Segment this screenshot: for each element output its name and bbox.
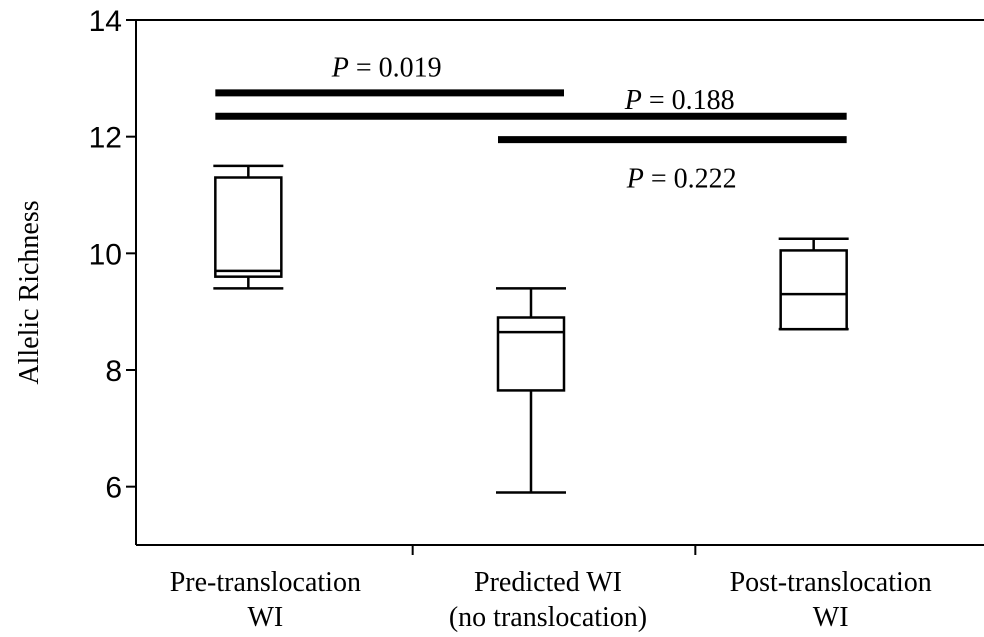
box-1 xyxy=(213,164,284,290)
p-value: = 0.188 xyxy=(642,85,735,116)
p-symbol: P xyxy=(626,164,644,195)
boxes xyxy=(213,164,849,494)
x-category-label: (no translocation) xyxy=(449,602,647,633)
p-value-label: P = 0.019 xyxy=(331,53,442,84)
y-tick-label: 8 xyxy=(105,355,122,388)
iqr-box xyxy=(779,249,848,331)
y-tick-label: 6 xyxy=(105,472,122,505)
p-value-label: P = 0.188 xyxy=(624,85,735,116)
p-symbol: P xyxy=(331,53,349,84)
p-symbol: P xyxy=(624,85,642,116)
x-category-label: WI xyxy=(247,602,283,633)
x-category-label: Post-translocation xyxy=(730,567,932,598)
y-axis-title: Allelic Richness xyxy=(14,200,45,384)
box-3 xyxy=(778,237,849,331)
x-category-label: WI xyxy=(813,602,849,633)
y-ticks: 6 8 10 12 14 xyxy=(89,5,136,505)
p-value: = 0.222 xyxy=(644,164,737,195)
p-value-label: P = 0.222 xyxy=(626,164,737,195)
x-category-label: Predicted WI xyxy=(474,567,622,598)
box-2 xyxy=(496,287,566,494)
axes xyxy=(135,19,984,546)
p-value: = 0.019 xyxy=(349,53,442,84)
x-category-label: Pre-translocation xyxy=(170,567,361,598)
iqr-box xyxy=(214,176,283,278)
y-tick-label: 14 xyxy=(89,5,122,38)
y-tick-label: 10 xyxy=(89,238,122,271)
iqr-box xyxy=(496,316,566,392)
y-tick-label: 12 xyxy=(89,122,122,155)
x-ticks: Pre-translocation WI Predicted WI (no trans… xyxy=(170,545,932,633)
